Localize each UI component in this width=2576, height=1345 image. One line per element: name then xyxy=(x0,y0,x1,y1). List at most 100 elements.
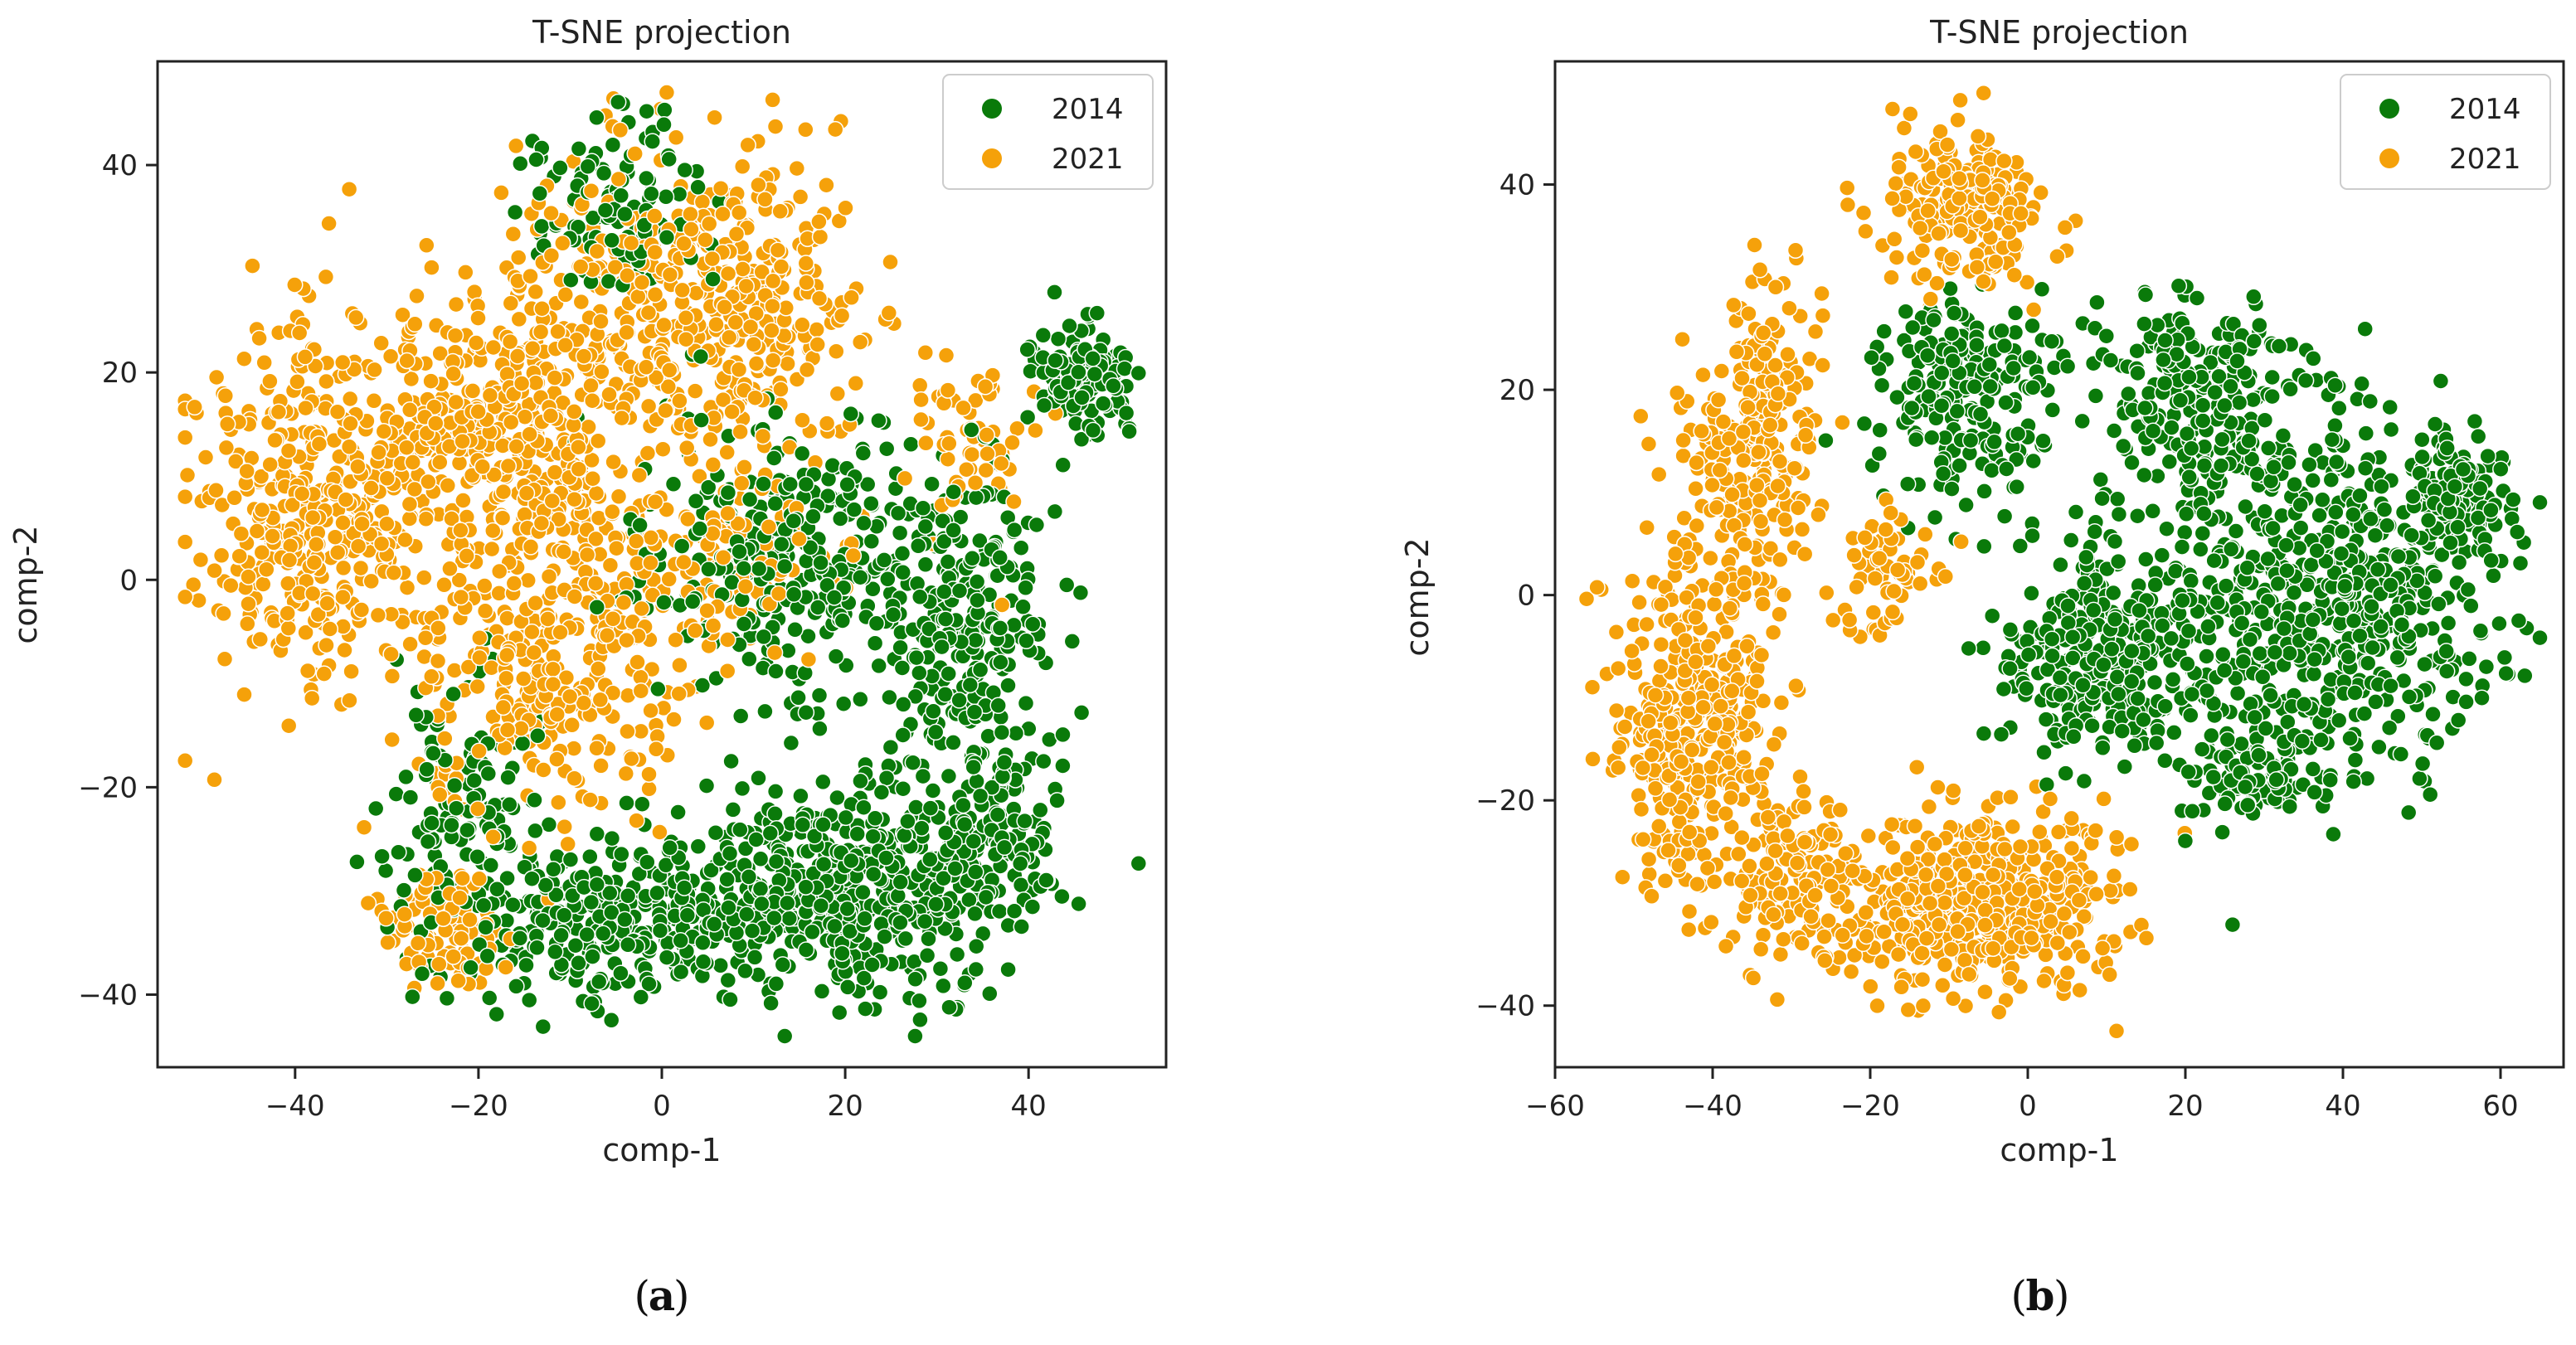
point-a-2014-643 xyxy=(673,537,691,555)
point-a-2014-991 xyxy=(741,650,758,668)
point-a-2021-1756 xyxy=(707,316,725,333)
point-a-2014-682 xyxy=(894,779,912,798)
point-a-2021-1838 xyxy=(679,510,697,528)
point-a-2014-1701 xyxy=(991,619,1009,637)
point-a-2014-1788 xyxy=(933,638,950,656)
point-a-2014-1606 xyxy=(793,444,811,463)
point-a-2021-1216 xyxy=(207,368,226,386)
point-a-2021-1812 xyxy=(637,358,655,376)
point-a-2014-988 xyxy=(780,910,798,927)
point-a-2014-1058 xyxy=(1014,598,1032,616)
point-a-2021-1583 xyxy=(431,454,449,471)
point-a-2021-1490 xyxy=(993,596,1011,614)
point-a-2014-1671 xyxy=(927,896,945,913)
point-a-2021-1729 xyxy=(851,333,869,351)
point-a-2014-1731 xyxy=(965,703,984,721)
point-a-2014-1429 xyxy=(786,621,804,639)
point-a-2014-211 xyxy=(664,475,683,493)
point-a-2021-1851 xyxy=(628,812,645,829)
point-a-2014-1758 xyxy=(831,510,849,527)
point-a-2021-1062 xyxy=(236,350,253,367)
point-a-2014-172 xyxy=(488,1005,505,1023)
point-b-2021-306 xyxy=(1650,465,1668,483)
point-a-2014-740 xyxy=(719,971,737,989)
point-a-2014-437 xyxy=(512,155,529,172)
point-a-2021-1683 xyxy=(940,435,958,453)
point-a-2014-1460 xyxy=(462,959,479,977)
point-a-2014-1613 xyxy=(766,909,783,927)
point-a-2014-1525 xyxy=(508,978,525,995)
point-a-2021-1701 xyxy=(416,569,433,586)
point-a-2014-1618 xyxy=(594,925,612,943)
point-a-2021-1465 xyxy=(498,669,515,687)
point-a-2014-9 xyxy=(1072,584,1090,602)
point-a-2014-1413 xyxy=(499,769,517,786)
point-b-2014-649 xyxy=(2466,412,2484,430)
point-a-2021-1696 xyxy=(719,631,736,648)
point-a-2021-1835 xyxy=(370,444,387,461)
point-a-2021-661 xyxy=(408,287,425,305)
point-a-2014-1677 xyxy=(855,799,872,816)
point-b-2014-613 xyxy=(2511,554,2530,572)
point-a-2014-825 xyxy=(687,493,705,510)
point-a-2014-1452 xyxy=(583,995,600,1012)
point-a-2021-1654 xyxy=(598,627,616,644)
point-a-2021-1602 xyxy=(519,571,537,590)
point-a-2014-6 xyxy=(438,989,456,1008)
point-a-2014-792 xyxy=(1088,304,1106,322)
point-b-2014-418 xyxy=(2198,648,2215,665)
point-a-2014-894 xyxy=(689,838,707,856)
point-b-2021-419 xyxy=(1976,983,1994,1001)
point-a-2021-1774 xyxy=(401,495,419,513)
point-a-2021-1837 xyxy=(452,930,470,947)
point-a-2021-1716 xyxy=(591,691,610,709)
point-a-2021-1330 xyxy=(844,546,863,565)
point-a-2014-1392 xyxy=(651,922,669,940)
point-a-2021-1230 xyxy=(671,392,688,410)
point-a-2014-1219 xyxy=(909,537,927,555)
point-a-2014-1595 xyxy=(790,689,807,706)
point-a-2021-1687 xyxy=(1005,493,1023,511)
point-a-2021-1106 xyxy=(963,445,981,464)
point-a-2021-1852 xyxy=(216,387,235,405)
point-a-2014-1056 xyxy=(894,726,911,744)
point-a-2021-1653 xyxy=(714,205,731,223)
point-a-2021-1471 xyxy=(186,398,203,416)
point-a-2014-266 xyxy=(669,804,687,821)
point-a-2021-1253 xyxy=(352,601,371,619)
point-a-2014-1297 xyxy=(643,185,660,202)
point-a-2014-1651 xyxy=(595,164,613,182)
point-a-2014-252 xyxy=(864,580,882,598)
point-a-2021-1004 xyxy=(916,344,935,362)
point-a-2021-1234 xyxy=(733,474,751,493)
point-a-2014-1654 xyxy=(479,947,496,965)
point-a-2014-1329 xyxy=(767,852,785,871)
point-a-2014-1735 xyxy=(766,449,783,467)
point-a-2021-1181 xyxy=(791,188,809,206)
point-a-2014-1756 xyxy=(892,914,909,931)
point-a-2014-1665 xyxy=(520,991,538,1009)
point-a-2021-1845 xyxy=(337,491,355,508)
point-a-2014-1431 xyxy=(644,133,661,150)
point-a-2021-1829 xyxy=(555,543,572,561)
point-a-2021-1526 xyxy=(523,339,542,357)
point-a-2021-231 xyxy=(320,215,338,232)
point-a-2014-1599 xyxy=(967,863,984,881)
point-a-2021-1255 xyxy=(550,794,567,811)
point-a-2021-1482 xyxy=(604,610,622,628)
point-a-2021-1327 xyxy=(682,205,699,223)
point-b-2014-569 xyxy=(2327,503,2345,521)
point-a-2021-1358 xyxy=(484,522,502,540)
point-a-2021-1746 xyxy=(760,518,778,536)
point-a-2014-1355 xyxy=(897,930,915,948)
point-a-2021-1785 xyxy=(514,670,532,687)
legend-marker-2021-a xyxy=(982,148,1002,168)
point-a-2021-788 xyxy=(176,488,194,506)
point-a-2021-1240 xyxy=(406,315,424,333)
point-a-2014-1709 xyxy=(1117,404,1135,422)
point-a-2014-187 xyxy=(722,991,739,1008)
point-a-2014-1477 xyxy=(852,772,869,790)
point-a-2014-1505 xyxy=(762,994,780,1012)
point-a-2021-1444 xyxy=(217,439,236,457)
